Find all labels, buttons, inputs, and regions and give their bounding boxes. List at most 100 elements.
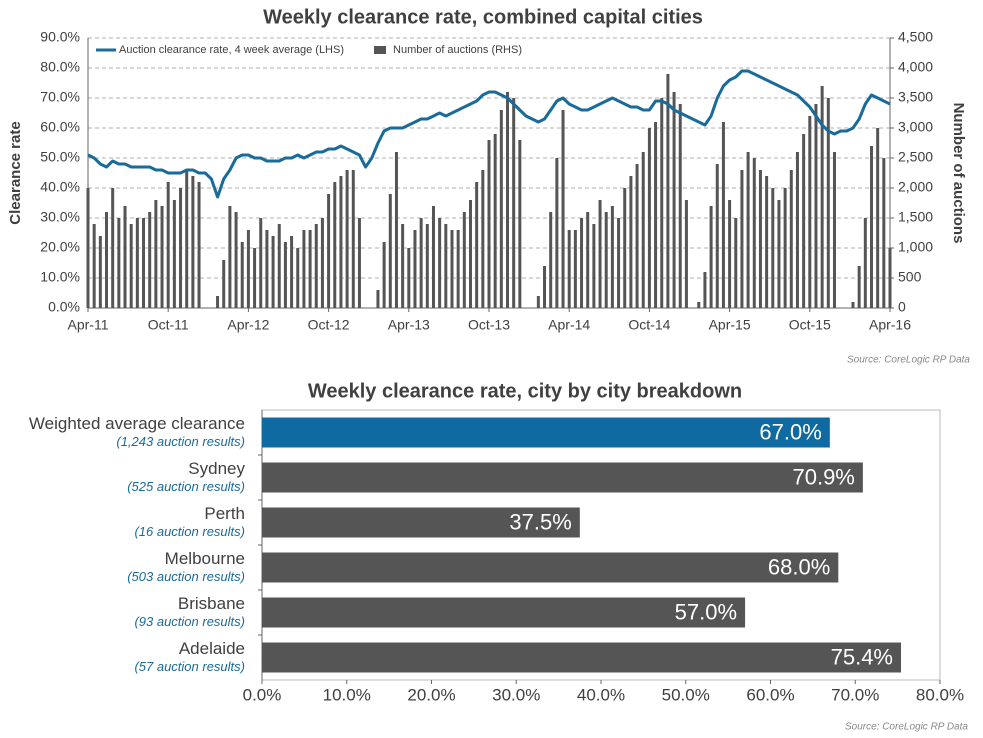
bar — [290, 236, 294, 308]
y-tick-label: 80.0% — [40, 59, 80, 75]
bar — [789, 170, 793, 308]
y2-tick-label: 0 — [898, 299, 906, 315]
bar — [475, 182, 479, 308]
y-tick-label: 70.0% — [40, 89, 80, 105]
bar — [376, 290, 380, 308]
bar — [92, 224, 96, 308]
bar — [506, 92, 510, 308]
bar — [604, 212, 608, 308]
bar — [302, 230, 306, 308]
bar — [826, 98, 830, 308]
bar — [882, 158, 886, 308]
bar — [308, 230, 312, 308]
bar — [820, 86, 824, 308]
bar — [795, 152, 799, 308]
x-tick-label: 60.0% — [746, 685, 794, 704]
category-note: (57 auction results) — [134, 659, 245, 674]
category-note: (1,243 auction results) — [116, 434, 245, 449]
bar — [610, 206, 614, 308]
bar — [129, 224, 133, 308]
data-label: 75.4% — [831, 644, 893, 669]
bar — [388, 194, 392, 308]
bar — [296, 248, 300, 308]
bar — [660, 98, 664, 308]
bar — [777, 200, 781, 308]
y-tick-label: Brisbane — [178, 594, 245, 613]
y2-axis-label: Number of auctions — [950, 103, 967, 244]
y-tick-label: 10.0% — [40, 269, 80, 285]
bar — [135, 218, 139, 308]
y-tick-label: 20.0% — [40, 239, 80, 255]
y-tick-label: 90.0% — [40, 29, 80, 45]
bar — [333, 182, 337, 308]
bar — [345, 170, 349, 308]
bar — [444, 224, 448, 308]
bar — [684, 200, 688, 308]
bar — [672, 92, 676, 308]
bar — [431, 206, 435, 308]
bar — [240, 242, 244, 308]
bar — [419, 218, 423, 308]
bar — [888, 248, 892, 308]
bar — [678, 104, 682, 308]
bar — [105, 212, 109, 308]
y-tick-label: Melbourne — [165, 549, 245, 568]
bar — [142, 218, 146, 308]
bar — [259, 218, 263, 308]
bar — [262, 642, 902, 673]
bar — [179, 188, 183, 308]
y2-tick-label: 2,000 — [898, 179, 933, 195]
x-tick-label: Oct-14 — [628, 317, 670, 333]
bar — [635, 164, 639, 308]
legend-swatch — [374, 46, 387, 54]
y2-tick-label: 1,500 — [898, 209, 933, 225]
bar — [758, 170, 762, 308]
bar — [111, 188, 115, 308]
bar — [123, 206, 127, 308]
x-tick-label: 70.0% — [831, 685, 879, 704]
bar — [876, 128, 880, 308]
bar — [555, 158, 559, 308]
bar — [802, 134, 806, 308]
y2-tick-label: 3,500 — [898, 89, 933, 105]
bar — [857, 266, 861, 308]
y-tick-label: 0.0% — [48, 299, 80, 315]
bar — [598, 200, 602, 308]
bar — [283, 242, 287, 308]
chart-title: Weekly clearance rate, combined capital … — [263, 6, 703, 28]
x-tick-label: 50.0% — [662, 685, 710, 704]
category-note: (503 auction results) — [127, 569, 245, 584]
bar — [320, 218, 324, 308]
bar — [86, 188, 90, 308]
bar — [487, 140, 491, 308]
bar — [253, 248, 257, 308]
legend-label: Auction clearance rate, 4 week average (… — [119, 44, 344, 56]
bar — [262, 462, 863, 493]
source: Source: CoreLogic RP Data — [847, 355, 970, 366]
bar — [573, 230, 577, 308]
bar — [394, 152, 398, 308]
bar — [586, 212, 590, 308]
bar — [697, 302, 701, 308]
bar — [623, 188, 627, 308]
bar — [438, 218, 442, 308]
bar — [271, 236, 275, 308]
bar — [863, 218, 867, 308]
bar — [382, 242, 386, 308]
bar — [832, 152, 836, 308]
bar — [413, 230, 417, 308]
bar — [814, 104, 818, 308]
bar — [216, 296, 220, 308]
bar — [277, 224, 281, 308]
bar — [734, 218, 738, 308]
y2-tick-label: 2,500 — [898, 149, 933, 165]
data-label: 68.0% — [768, 554, 830, 579]
bar — [869, 146, 873, 308]
category-note: (16 auction results) — [134, 524, 245, 539]
bar — [592, 224, 596, 308]
data-label: 70.9% — [792, 464, 854, 489]
bar — [746, 152, 750, 308]
bar — [567, 230, 571, 308]
